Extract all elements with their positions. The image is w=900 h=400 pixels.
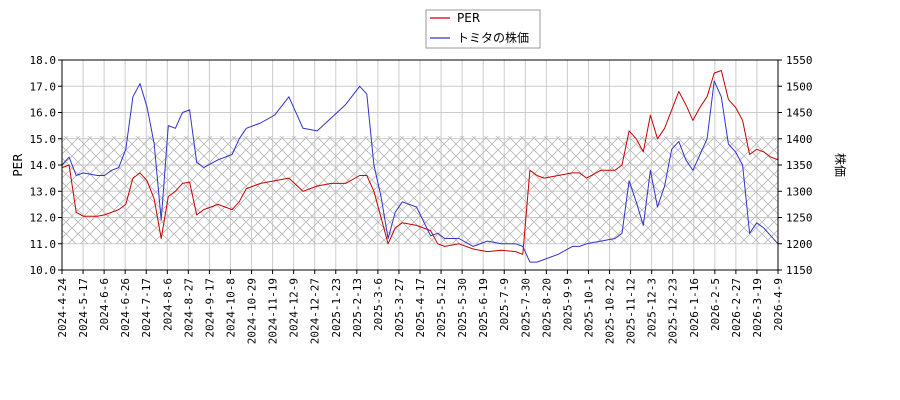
y-axis-right-label: 株価 xyxy=(833,153,848,177)
y-right-tick-label: 1550 xyxy=(786,54,813,67)
x-tick-label: 2025-7-9 xyxy=(498,278,511,331)
y-left-tick-label: 17.0 xyxy=(30,80,57,93)
y-left-tick-label: 12.0 xyxy=(30,212,57,225)
legend: PER トミタの株価 xyxy=(425,9,541,49)
x-tick-label: 2025-12-3 xyxy=(646,278,659,338)
x-tick-label: 2024-4-24 xyxy=(56,278,69,338)
legend-label-per: PER xyxy=(457,11,480,25)
y-left-tick-label: 18.0 xyxy=(30,54,57,67)
x-tick-label: 2025-10-1 xyxy=(582,278,595,338)
series-lines xyxy=(61,70,779,263)
y-left-tick-label: 16.0 xyxy=(30,107,57,120)
series-line-price xyxy=(61,80,779,263)
x-tick-label: 2026-2-5 xyxy=(709,278,722,331)
x-tick-label: 2025-5-30 xyxy=(456,278,469,338)
y-right-tick-label: 1250 xyxy=(786,212,813,225)
x-tick-label: 2025-12-23 xyxy=(667,278,680,344)
y-left-tick-label: 11.0 xyxy=(30,238,57,251)
y-left-tick-label: 15.0 xyxy=(30,133,57,146)
x-tick-label: 2025-3-6 xyxy=(372,278,385,331)
x-tick-label: 2025-1-23 xyxy=(330,278,343,338)
x-tick-label: 2026-4-9 xyxy=(772,278,785,331)
y-right-tick-label: 1450 xyxy=(786,107,813,120)
series-line-per xyxy=(61,70,779,255)
legend-label-price: トミタの株価 xyxy=(457,30,529,45)
x-tick-label: 2024-11-19 xyxy=(267,278,280,344)
x-tick-label: 2024-9-17 xyxy=(203,278,216,338)
x-tick-label: 2024-10-29 xyxy=(246,278,259,344)
x-tick-label: 2025-5-12 xyxy=(435,278,448,338)
y-right-tick-label: 1150 xyxy=(786,264,813,277)
y-axis-left-label: PER xyxy=(11,153,25,176)
x-tick-label: 2025-11-12 xyxy=(625,278,638,344)
axes: 10.0 11.0 12.0 13.0 14.0 15.0 16.0 17.0 18.0 1150… xyxy=(30,54,813,344)
y-left-tick-label: 13.0 xyxy=(30,185,57,198)
x-tick-label: 2024-7-17 xyxy=(140,278,153,338)
x-tick-label: 2024-6-6 xyxy=(98,278,111,331)
x-tick-label: 2026-1-16 xyxy=(688,278,701,338)
x-tick-label: 2025-4-17 xyxy=(414,278,427,338)
x-tick-label: 2026-2-27 xyxy=(730,278,743,338)
legend-box xyxy=(425,9,541,49)
x-tick-label: 2024-5-17 xyxy=(77,278,90,338)
x-tick-label: 2025-9-9 xyxy=(561,278,574,331)
x-tick-label: 2024-8-6 xyxy=(161,278,174,331)
x-tick-label: 2025-8-20 xyxy=(540,278,553,338)
x-tick-label: 2024-12-27 xyxy=(309,278,322,344)
y-right-tick-label: 1300 xyxy=(786,185,813,198)
x-tick-label: 2026-3-19 xyxy=(751,278,764,338)
y-left-tick-label: 10.0 xyxy=(30,264,57,277)
x-tick-label: 2025-6-19 xyxy=(477,278,490,338)
y-right-tick-label: 1500 xyxy=(786,80,813,93)
y-right-tick-label: 1350 xyxy=(786,159,813,172)
y-left-tick-label: 14.0 xyxy=(30,159,57,172)
x-tick-label: 2025-2-13 xyxy=(351,278,364,338)
y-right-tick-label: 1200 xyxy=(786,238,813,251)
x-tick-label: 2024-12-9 xyxy=(288,278,301,338)
x-tick-label: 2025-3-27 xyxy=(393,278,406,338)
x-tick-label: 2025-7-30 xyxy=(519,278,532,338)
x-tick-label: 2024-6-26 xyxy=(119,278,132,338)
y-right-tick-label: 1400 xyxy=(786,133,813,146)
x-tick-label: 2024-8-27 xyxy=(182,278,195,338)
hatched-band xyxy=(62,136,778,244)
x-tick-label: 2024-10-8 xyxy=(224,278,237,338)
x-tick-label: 2025-10-22 xyxy=(604,278,617,344)
